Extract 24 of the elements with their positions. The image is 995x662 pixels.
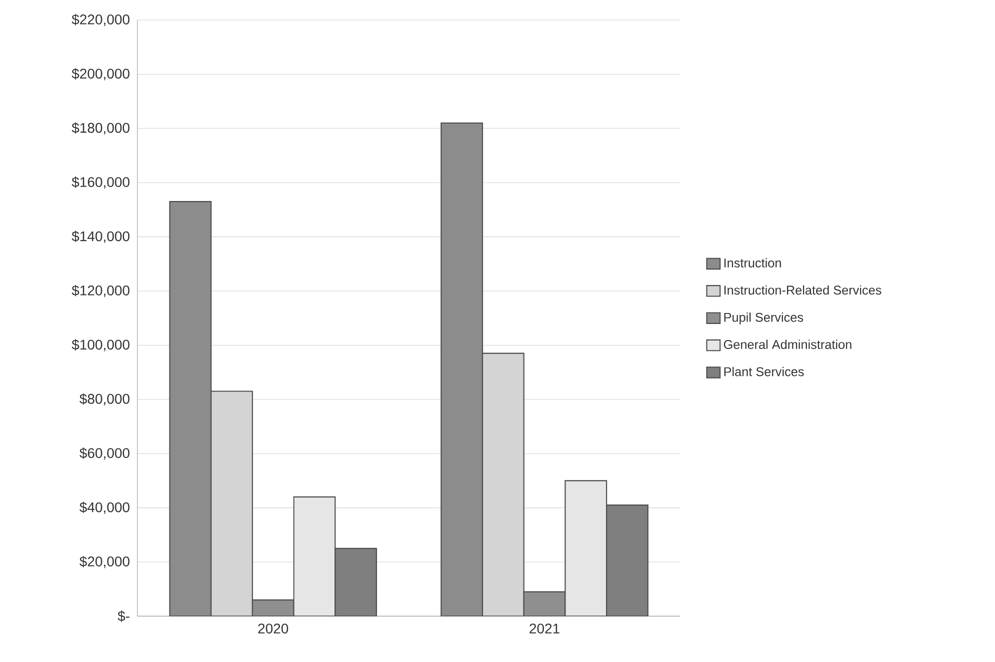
y-tick-label: $100,000 — [72, 339, 130, 352]
bar — [523, 591, 566, 616]
y-tick-label: $60,000 — [80, 447, 130, 460]
y-tick-label: $140,000 — [72, 230, 130, 243]
bar — [564, 480, 608, 616]
x-tick-label: 2021 — [530, 623, 560, 634]
y-tick-label: $120,000 — [72, 284, 130, 297]
legend-label: Pupil Services — [724, 312, 804, 324]
legend-label: Instruction-Related Services — [724, 285, 882, 295]
legend-label: Instruction — [724, 258, 781, 268]
y-tick-label: $- — [118, 610, 130, 622]
y-tick-label: $200,000 — [72, 68, 130, 80]
legend-label: General Administration — [724, 340, 852, 349]
legend-label: Plant Services — [724, 366, 804, 376]
y-tick-label: $40,000 — [80, 502, 130, 514]
bar — [606, 504, 648, 616]
bar — [334, 548, 378, 616]
x-tick-label: 2020 — [258, 623, 288, 634]
y-tick-label: $80,000 — [80, 393, 130, 406]
y-tick-label: $160,000 — [72, 176, 130, 189]
y-tick-label: $180,000 — [72, 122, 130, 134]
y-tick-label: $220,000 — [72, 14, 130, 26]
bar — [293, 496, 336, 616]
y-tick-label: $20,000 — [80, 556, 130, 568]
